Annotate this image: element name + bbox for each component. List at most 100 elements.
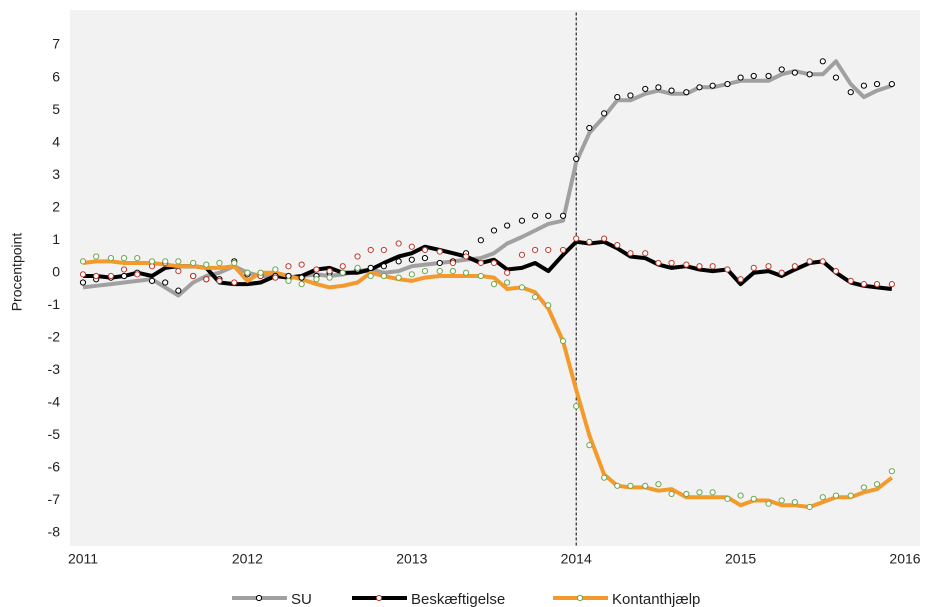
marker-point [696, 489, 703, 496]
marker-point [683, 89, 690, 96]
legend-label: Kontanthjælp [612, 591, 700, 607]
marker-point [642, 250, 649, 257]
marker-point [601, 474, 608, 481]
marker-point [888, 80, 895, 88]
marker-point [134, 271, 141, 278]
marker-point [504, 222, 511, 229]
marker-point [421, 255, 429, 262]
marker-point [257, 269, 264, 276]
marker-point [436, 248, 443, 255]
marker-point [655, 259, 662, 267]
marker-point [573, 155, 580, 162]
marker-point [272, 274, 279, 281]
marker-point [586, 238, 593, 245]
y-tick-label: 1 [52, 231, 60, 247]
marker-point [545, 302, 552, 309]
marker-point [778, 269, 785, 276]
legend-label: SU [291, 591, 312, 607]
marker-point [847, 89, 854, 96]
marker-point [806, 71, 813, 78]
y-tick-label: 7 [52, 36, 60, 52]
marker-point [148, 258, 156, 265]
marker-point [395, 240, 402, 247]
marker-point [847, 492, 854, 499]
marker-point [750, 495, 757, 502]
marker-point [819, 58, 826, 65]
y-tick-label: 2 [52, 198, 60, 214]
marker-point [737, 74, 744, 81]
y-tick-label: 5 [52, 101, 60, 117]
marker-point [462, 253, 470, 260]
marker-point [395, 274, 402, 281]
marker-point [765, 263, 772, 270]
marker-point [395, 258, 402, 265]
marker-point [532, 294, 539, 301]
marker-point [490, 259, 498, 267]
y-tick-label: -4 [48, 394, 61, 410]
y-tick-label: 3 [52, 166, 60, 182]
marker-point [573, 235, 580, 242]
marker-point [559, 212, 567, 219]
marker-point [750, 72, 757, 80]
marker-point [477, 237, 484, 244]
marker-point [586, 442, 593, 449]
marker-point [668, 87, 675, 94]
marker-point [231, 279, 238, 286]
y-tick-label: -6 [48, 459, 61, 475]
marker-point [696, 263, 703, 270]
marker-point [380, 263, 387, 270]
marker-point [559, 337, 567, 345]
y-tick-label: -8 [48, 524, 61, 540]
y-tick-label: 0 [52, 263, 60, 279]
marker-point [326, 268, 333, 275]
marker-point [765, 500, 772, 507]
marker-point [162, 258, 169, 265]
marker-point [449, 268, 456, 275]
marker-point [586, 124, 593, 132]
marker-point [244, 269, 251, 276]
marker-point [121, 272, 128, 280]
marker-point [175, 287, 182, 294]
marker-point [175, 268, 182, 275]
marker-point [313, 266, 320, 273]
marker-point [93, 253, 100, 260]
y-tick-label: -1 [48, 296, 61, 312]
series-line [82, 59, 893, 298]
marker-point [408, 271, 415, 278]
marker-point [190, 259, 197, 267]
marker-point [203, 261, 210, 268]
marker-point [298, 274, 305, 281]
marker-point [737, 492, 744, 499]
marker-point [272, 266, 279, 273]
marker-point [107, 272, 115, 280]
x-tick-label: 2013 [396, 551, 427, 567]
y-tick-label: 6 [52, 68, 60, 84]
marker-point [791, 69, 798, 76]
marker-point [832, 492, 840, 499]
marker-point [888, 468, 895, 475]
marker-point [832, 74, 840, 81]
marker-point [545, 212, 552, 219]
marker-point [614, 93, 621, 101]
marker-point [627, 482, 634, 489]
marker-point [367, 264, 374, 271]
x-tick-label: 2015 [725, 551, 756, 567]
marker-point [367, 272, 374, 280]
marker-point [724, 266, 731, 273]
marker-point [642, 482, 649, 489]
marker-point [504, 269, 511, 276]
marker-point [888, 281, 895, 288]
marker-point [545, 246, 552, 254]
marker-point [79, 279, 87, 286]
marker-point [134, 255, 141, 262]
marker-point [642, 85, 649, 93]
marker-point [298, 281, 305, 288]
marker-point [354, 264, 361, 271]
marker-point [285, 277, 292, 284]
marker-point [737, 276, 744, 283]
marker-point [614, 482, 621, 489]
marker-point [408, 256, 415, 263]
y-tick-label: -3 [48, 361, 61, 377]
marker-point [107, 255, 115, 262]
